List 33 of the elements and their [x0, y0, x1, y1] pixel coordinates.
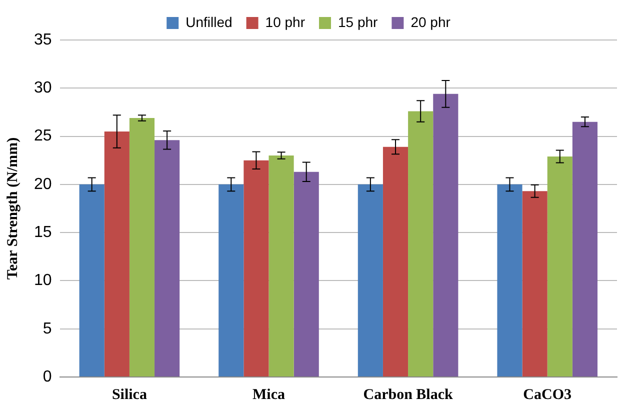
y-tick-label: 30 — [34, 80, 52, 97]
x-tick-label: Carbon Black — [363, 386, 454, 403]
bar — [129, 118, 155, 376]
bar — [268, 156, 294, 376]
legend-label: 20 phr — [410, 14, 451, 30]
bar — [408, 111, 434, 376]
bar — [497, 184, 522, 376]
bar — [104, 131, 130, 376]
legend-label: 15 phr — [338, 14, 378, 30]
y-tick-label: 5 — [42, 320, 52, 338]
bar — [79, 184, 104, 376]
bar — [154, 140, 180, 376]
y-tick-label: 10 — [34, 272, 52, 290]
y-tick-label: 35 — [34, 31, 52, 48]
bar — [294, 172, 319, 376]
y-axis-title: Tear Strength (N/mm) — [4, 137, 21, 280]
x-tick-label: Silica — [112, 386, 148, 403]
bar — [358, 184, 383, 376]
y-tick-label: 15 — [34, 224, 52, 241]
bar — [547, 156, 572, 376]
bar — [433, 94, 458, 376]
bar — [382, 146, 408, 376]
y-tick-label: 25 — [34, 128, 52, 145]
legend-label: Unfilled — [186, 14, 232, 30]
x-tick-label: Mica — [252, 386, 286, 403]
bar — [218, 184, 244, 376]
legend-label: 10 phr — [265, 14, 306, 30]
bar — [522, 191, 548, 376]
x-tick-label: CaCO3 — [523, 386, 572, 403]
y-tick-label: 20 — [34, 176, 52, 193]
bar — [572, 122, 598, 376]
y-tick-label: 0 — [42, 368, 52, 386]
bar — [244, 160, 269, 376]
